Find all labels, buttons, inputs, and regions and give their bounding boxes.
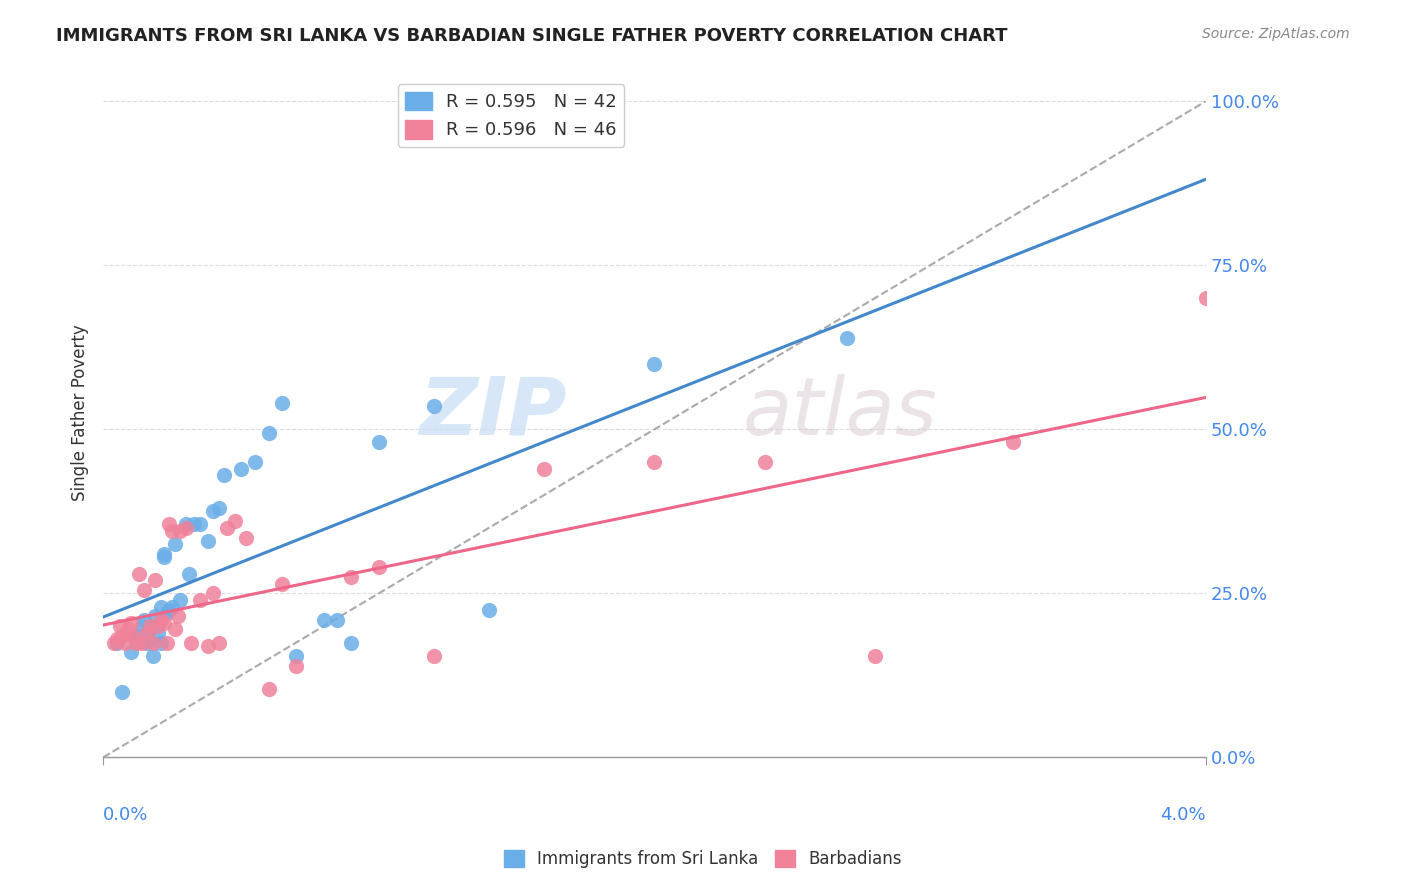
Point — [152, 547, 174, 561]
Point — [120, 615, 142, 630]
Point — [423, 648, 446, 663]
Point — [188, 517, 211, 532]
Point — [863, 648, 886, 663]
Point — [142, 635, 165, 649]
Point — [155, 635, 177, 649]
Point — [128, 629, 150, 643]
Point — [202, 504, 225, 518]
Point — [163, 623, 186, 637]
Point — [145, 609, 167, 624]
Point — [197, 533, 219, 548]
Point — [131, 619, 153, 633]
Point — [139, 619, 162, 633]
Point — [208, 635, 231, 649]
Point — [125, 635, 148, 649]
Point — [271, 576, 294, 591]
Point — [643, 357, 665, 371]
Point — [478, 603, 501, 617]
Point — [202, 586, 225, 600]
Point — [125, 632, 148, 647]
Point — [174, 517, 197, 532]
Y-axis label: Single Father Poverty: Single Father Poverty — [72, 325, 89, 501]
Point — [235, 531, 257, 545]
Point — [243, 455, 266, 469]
Point — [111, 685, 134, 699]
Point — [150, 635, 173, 649]
Point — [103, 635, 125, 649]
Point — [285, 648, 308, 663]
Point — [142, 648, 165, 663]
Point — [340, 635, 363, 649]
Point — [169, 524, 191, 538]
Point — [183, 517, 205, 532]
Point — [131, 635, 153, 649]
Point — [177, 566, 200, 581]
Point — [108, 619, 131, 633]
Point — [105, 635, 128, 649]
Point — [105, 632, 128, 647]
Point — [312, 613, 335, 627]
Point — [754, 455, 776, 469]
Point — [837, 330, 859, 344]
Point — [423, 400, 446, 414]
Point — [197, 639, 219, 653]
Text: Source: ZipAtlas.com: Source: ZipAtlas.com — [1202, 27, 1350, 41]
Point — [120, 645, 142, 659]
Point — [157, 517, 180, 532]
Point — [139, 623, 162, 637]
Point — [643, 455, 665, 469]
Point — [122, 629, 145, 643]
Point — [134, 583, 156, 598]
Point — [257, 425, 280, 440]
Point — [169, 593, 191, 607]
Point — [214, 468, 236, 483]
Point — [134, 613, 156, 627]
Legend: Immigrants from Sri Lanka, Barbadians: Immigrants from Sri Lanka, Barbadians — [498, 843, 908, 875]
Point — [271, 396, 294, 410]
Point — [340, 570, 363, 584]
Point — [180, 635, 202, 649]
Point — [1195, 291, 1218, 305]
Point — [136, 625, 159, 640]
Text: IMMIGRANTS FROM SRI LANKA VS BARBADIAN SINGLE FATHER POVERTY CORRELATION CHART: IMMIGRANTS FROM SRI LANKA VS BARBADIAN S… — [56, 27, 1008, 45]
Text: atlas: atlas — [742, 374, 938, 452]
Point — [148, 625, 170, 640]
Point — [1001, 435, 1024, 450]
Point — [160, 524, 183, 538]
Point — [174, 521, 197, 535]
Legend: R = 0.595   N = 42, R = 0.596   N = 46: R = 0.595 N = 42, R = 0.596 N = 46 — [398, 85, 624, 146]
Point — [326, 613, 349, 627]
Text: 0.0%: 0.0% — [103, 805, 149, 823]
Point — [145, 574, 167, 588]
Point — [217, 521, 239, 535]
Point — [148, 619, 170, 633]
Point — [111, 629, 134, 643]
Point — [152, 615, 174, 630]
Point — [224, 514, 246, 528]
Point — [367, 560, 389, 574]
Point — [229, 461, 252, 475]
Text: 4.0%: 4.0% — [1160, 805, 1206, 823]
Point — [257, 681, 280, 696]
Point — [114, 635, 136, 649]
Point — [150, 599, 173, 614]
Point — [152, 550, 174, 565]
Point — [155, 606, 177, 620]
Point — [367, 435, 389, 450]
Point — [117, 623, 139, 637]
Point — [157, 603, 180, 617]
Point — [533, 461, 555, 475]
Point — [285, 658, 308, 673]
Point — [163, 537, 186, 551]
Point — [188, 593, 211, 607]
Point — [208, 501, 231, 516]
Point — [166, 609, 188, 624]
Text: ZIP: ZIP — [419, 374, 567, 452]
Point — [136, 635, 159, 649]
Point — [160, 599, 183, 614]
Point — [128, 566, 150, 581]
Point — [150, 613, 173, 627]
